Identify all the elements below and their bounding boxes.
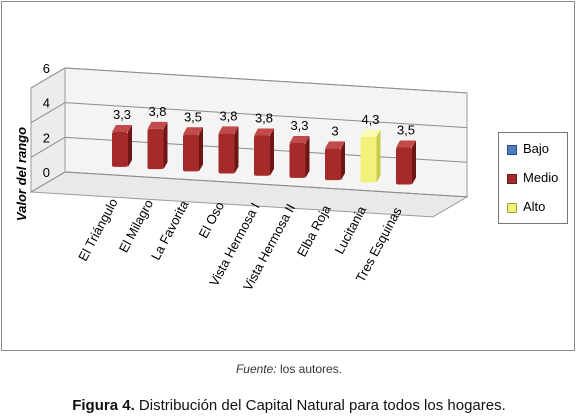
- x-tick-label: El Oso: [196, 199, 228, 240]
- gridline-side: [30, 171, 66, 193]
- bar-side: [376, 129, 381, 183]
- gridline: [64, 102, 468, 129]
- bar-top: [254, 128, 274, 136]
- bar-value-label: 3,8: [148, 104, 166, 119]
- y-axis-label: Valor del rango: [14, 127, 29, 221]
- bar-side: [234, 126, 239, 174]
- bar: [396, 147, 412, 185]
- gridline-side: [30, 102, 66, 124]
- bar: [360, 136, 377, 183]
- y-tick-label: 0: [43, 165, 50, 180]
- caption-text: Distribución del Capital Natural para to…: [138, 397, 506, 414]
- legend-swatch-medio: [507, 173, 517, 184]
- gridline-side: [30, 67, 66, 89]
- figure-source: Fuente: los autores.: [0, 362, 578, 376]
- gridline: [64, 67, 468, 94]
- bar-side: [412, 140, 416, 185]
- legend-item-bajo: Bajo: [507, 141, 549, 157]
- legend-label-alto: Alto: [523, 199, 546, 214]
- bar-value-label: 3: [331, 123, 338, 138]
- bar-value-label: 4,3: [361, 112, 379, 127]
- bar-top: [360, 129, 381, 137]
- bar-side: [270, 128, 274, 176]
- y-tick-label: 4: [43, 96, 50, 111]
- y-tick-label: 6: [43, 61, 50, 76]
- legend-item-medio: Medio: [507, 170, 558, 186]
- legend-swatch-alto: [507, 202, 517, 213]
- bar-side: [128, 125, 132, 167]
- bar-top: [147, 121, 168, 129]
- bar: [289, 143, 306, 178]
- x-tick-label: Elba Roja: [294, 202, 334, 259]
- bar: [183, 134, 199, 172]
- bar-top: [289, 136, 310, 144]
- x-tick-label: El Milagro: [116, 197, 156, 255]
- chart-frame: 0 2 4 6 Valor del rango 3,3 El Triángulo 3,8 El …: [1, 1, 575, 351]
- bar: [218, 133, 235, 174]
- figure-caption: Figura 4. Distribución del Capital Natur…: [0, 397, 578, 414]
- bar-value-label: 3,3: [113, 107, 131, 122]
- bar-top: [218, 126, 239, 134]
- bar-top: [183, 127, 203, 135]
- gridline: [64, 171, 468, 198]
- bar-value-label: 3,3: [290, 118, 308, 133]
- bar: [325, 148, 341, 181]
- bar-value-label: 3,8: [255, 111, 273, 126]
- bar-value-label: 3,8: [219, 108, 237, 123]
- bar-side: [163, 121, 168, 170]
- bar-top: [396, 140, 416, 148]
- legend-label-bajo: Bajo: [523, 141, 550, 156]
- legend-item-alto: Alto: [507, 199, 545, 215]
- legend-swatch-bajo: [507, 144, 517, 155]
- source-text: los autores.: [280, 362, 343, 376]
- source-label: Fuente:: [235, 362, 277, 376]
- y-tick-label: 2: [43, 130, 50, 145]
- bar-side: [341, 141, 345, 181]
- x-tick-label: La Favorita: [148, 197, 192, 262]
- bar: [147, 128, 164, 170]
- x-tick-label: El Triángulo: [75, 196, 120, 264]
- bar-top: [112, 125, 132, 133]
- figure-number: Figura 4.: [72, 397, 135, 414]
- legend-label-medio: Medio: [523, 170, 559, 185]
- chart-legend: Bajo Medio Alto: [498, 132, 568, 224]
- bar: [254, 135, 270, 176]
- bar: [112, 132, 128, 167]
- bar-value-label: 3,5: [397, 123, 415, 138]
- gridline-side: [30, 136, 66, 158]
- bar-side: [199, 127, 203, 172]
- bar-top: [325, 141, 345, 149]
- bar-side: [305, 136, 310, 178]
- bar-value-label: 3,5: [184, 109, 202, 124]
- chart-plot: 0 2 4 6 Valor del rango 3,3 El Triángulo 3,8 El …: [14, 61, 469, 293]
